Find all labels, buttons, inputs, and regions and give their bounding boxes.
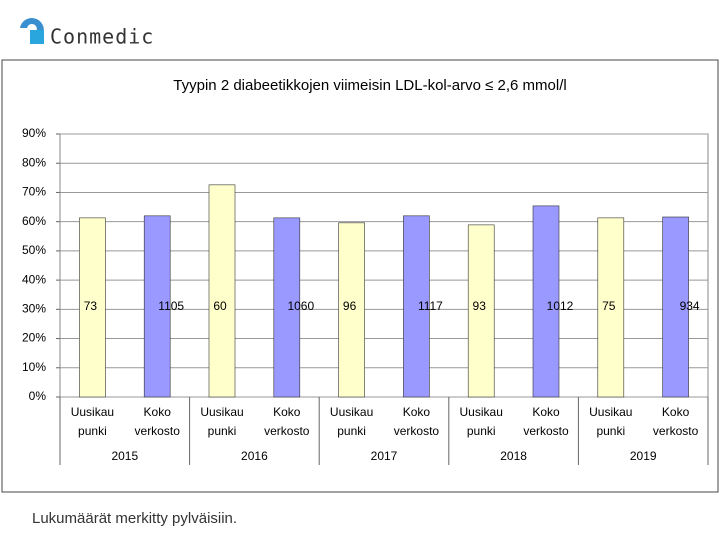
bar	[338, 222, 365, 398]
x-tick-line: punki	[596, 424, 625, 438]
group-label: 2016	[241, 449, 268, 463]
bar	[273, 217, 301, 398]
count-label: 934	[680, 299, 700, 313]
bar	[403, 215, 430, 398]
bar	[597, 217, 625, 398]
x-tick-line: Koko	[144, 405, 172, 419]
x-tick-label: Koko verkosto	[135, 405, 181, 438]
x-tick-line: Koko	[403, 405, 431, 419]
y-tick-label: 20%	[22, 331, 46, 345]
count-label: 1060	[287, 299, 314, 313]
count-label: 73	[84, 299, 98, 313]
x-tick-label: Uusikau punki	[330, 405, 373, 438]
x-tick-line: verkosto	[523, 424, 569, 438]
x-tick-label: Koko verkosto	[523, 405, 569, 438]
x-tick-line: Uusikau	[330, 405, 373, 419]
x-tick-label: Uusikau punki	[71, 405, 114, 438]
y-tick-label: 70%	[22, 185, 46, 199]
count-label: 1105	[158, 299, 184, 313]
group-label: 2018	[500, 449, 527, 463]
x-tick-line: verkosto	[653, 424, 699, 438]
group-label: 2015	[111, 449, 138, 463]
x-tick-line: verkosto	[394, 424, 440, 438]
count-label: 1117	[418, 299, 443, 313]
x-tick-label: Koko verkosto	[264, 405, 310, 438]
y-tick-label: 30%	[22, 302, 46, 316]
brand: Conmedic	[50, 25, 154, 49]
x-tick-label: Uusikau punki	[589, 405, 632, 438]
x-tick-line: punki	[337, 424, 366, 438]
x-tick-line: punki	[78, 424, 107, 438]
x-tick-line: Koko	[532, 405, 560, 419]
bar	[79, 217, 106, 398]
chart-title: Tyypin 2 diabeetikkojen viimeisin LDL-ko…	[173, 77, 566, 94]
x-tick-label: Uusikau punki	[200, 405, 243, 438]
count-label: 75	[602, 299, 616, 313]
group-label: 2017	[371, 449, 398, 463]
bar	[532, 205, 560, 398]
x-tick-line: punki	[467, 424, 496, 438]
y-tick-label: 90%	[22, 126, 46, 140]
bar	[208, 184, 236, 398]
x-tick-label: Uusikau punki	[460, 405, 503, 438]
count-label: 96	[343, 299, 357, 313]
x-tick-line: Uusikau	[460, 405, 503, 419]
count-label: 60	[213, 299, 227, 313]
y-tick-label: 60%	[22, 214, 46, 228]
x-tick-line: Uusikau	[200, 405, 243, 419]
bar	[662, 216, 689, 398]
x-tick-line: Koko	[662, 405, 690, 419]
x-tick-label: Koko verkosto	[653, 405, 699, 438]
y-tick-label: 40%	[22, 272, 46, 286]
count-label: 93	[473, 299, 487, 313]
count-label: 1012	[547, 299, 574, 313]
logo-mark	[30, 30, 44, 44]
logo	[20, 18, 44, 44]
y-tick-label: 80%	[22, 155, 46, 169]
x-tick-line: Koko	[273, 405, 301, 419]
x-tick-label: Koko verkosto	[394, 405, 440, 438]
footnote: Lukumäärät merkitty pylväisiin.	[32, 510, 237, 527]
x-tick-line: verkosto	[135, 424, 181, 438]
y-tick-label: 0%	[29, 389, 47, 403]
bar	[143, 215, 171, 398]
x-tick-line: verkosto	[264, 424, 310, 438]
bar	[467, 224, 495, 398]
y-tick-label: 10%	[22, 360, 46, 374]
y-tick-label: 50%	[22, 243, 46, 257]
x-tick-line: punki	[208, 424, 237, 438]
x-tick-line: Uusikau	[589, 405, 632, 419]
group-label: 2019	[630, 449, 657, 463]
x-tick-line: Uusikau	[71, 405, 114, 419]
